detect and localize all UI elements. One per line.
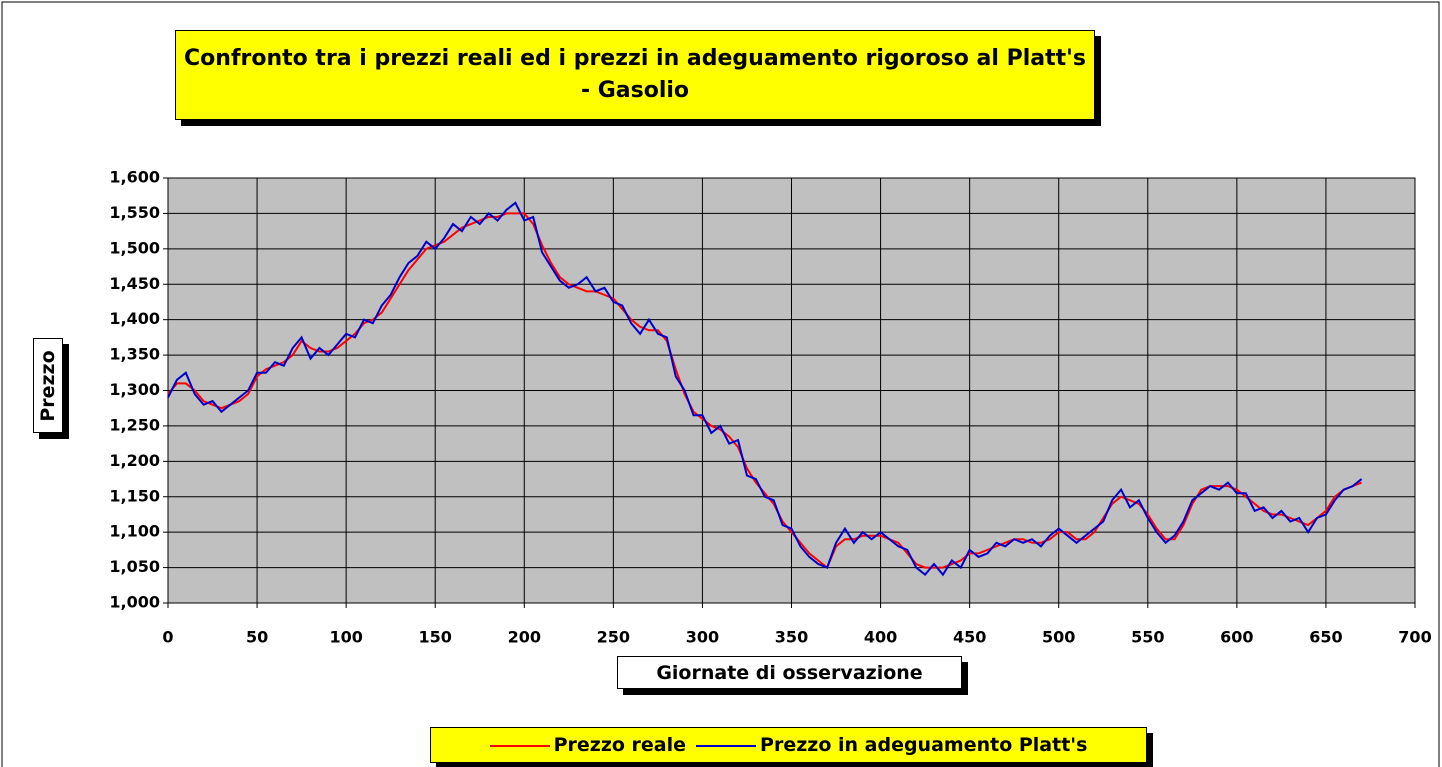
x-tick-label: 0 <box>162 628 173 647</box>
y-tick-label: 1,050 <box>109 557 160 576</box>
y-tick-label: 1,200 <box>109 451 160 470</box>
lines <box>167 201 1363 577</box>
x-tick-label: 350 <box>775 628 808 647</box>
legend-item: Prezzo reale <box>489 734 687 756</box>
x-tick-label: 200 <box>508 628 541 647</box>
legend-swatch <box>696 744 757 747</box>
y-tick-label: 1,150 <box>109 486 160 505</box>
legend-swatch <box>489 744 550 747</box>
y-tick-label: 1,550 <box>109 203 160 222</box>
x-axis-label: Giornate di osservazione <box>617 656 962 689</box>
y-tick-label: 1,350 <box>109 345 160 364</box>
legend-item: Prezzo in adeguamento Platt's <box>696 734 1087 756</box>
y-tick-label: 1,000 <box>109 593 160 612</box>
legend: Prezzo reale Prezzo in adeguamento Platt'… <box>430 727 1147 763</box>
x-tick-label: 550 <box>1131 628 1164 647</box>
y-axis-label: Prezzo <box>37 349 59 422</box>
y-tick-label: 1,300 <box>109 380 160 399</box>
y-tick-label: 1,400 <box>109 309 160 328</box>
x-tick-label: 600 <box>1220 628 1253 647</box>
tick-labels: 1,000 1,050 1,100 1,150 1,200 1,250 1,300 1,350… <box>109 168 1431 647</box>
x-tick-label: 700 <box>1398 628 1431 647</box>
y-axis-label-box: Prezzo <box>33 338 63 433</box>
x-tick-label: 150 <box>419 628 452 647</box>
chart-title: Confronto tra i prezzi reali ed i prezzi… <box>175 30 1095 120</box>
x-tick-label: 50 <box>246 628 268 647</box>
x-tick-label: 650 <box>1309 628 1342 647</box>
y-tick-label: 1,500 <box>109 238 160 257</box>
series-line <box>167 201 1363 577</box>
x-tick-label: 250 <box>597 628 630 647</box>
x-tick-label: 450 <box>953 628 986 647</box>
x-tick-label: 400 <box>864 628 897 647</box>
x-tick-label: 100 <box>329 628 362 647</box>
grid <box>163 177 1416 608</box>
legend-label: Prezzo reale <box>553 734 687 756</box>
series-line <box>167 212 1362 570</box>
y-tick-label: 1,250 <box>109 415 160 434</box>
y-tick-label: 1,600 <box>109 168 160 187</box>
legend-label: Prezzo in adeguamento Platt's <box>760 734 1088 756</box>
y-tick-label: 1,450 <box>109 274 160 293</box>
x-tick-label: 500 <box>1042 628 1075 647</box>
y-tick-label: 1,100 <box>109 522 160 541</box>
x-tick-label: 300 <box>686 628 719 647</box>
